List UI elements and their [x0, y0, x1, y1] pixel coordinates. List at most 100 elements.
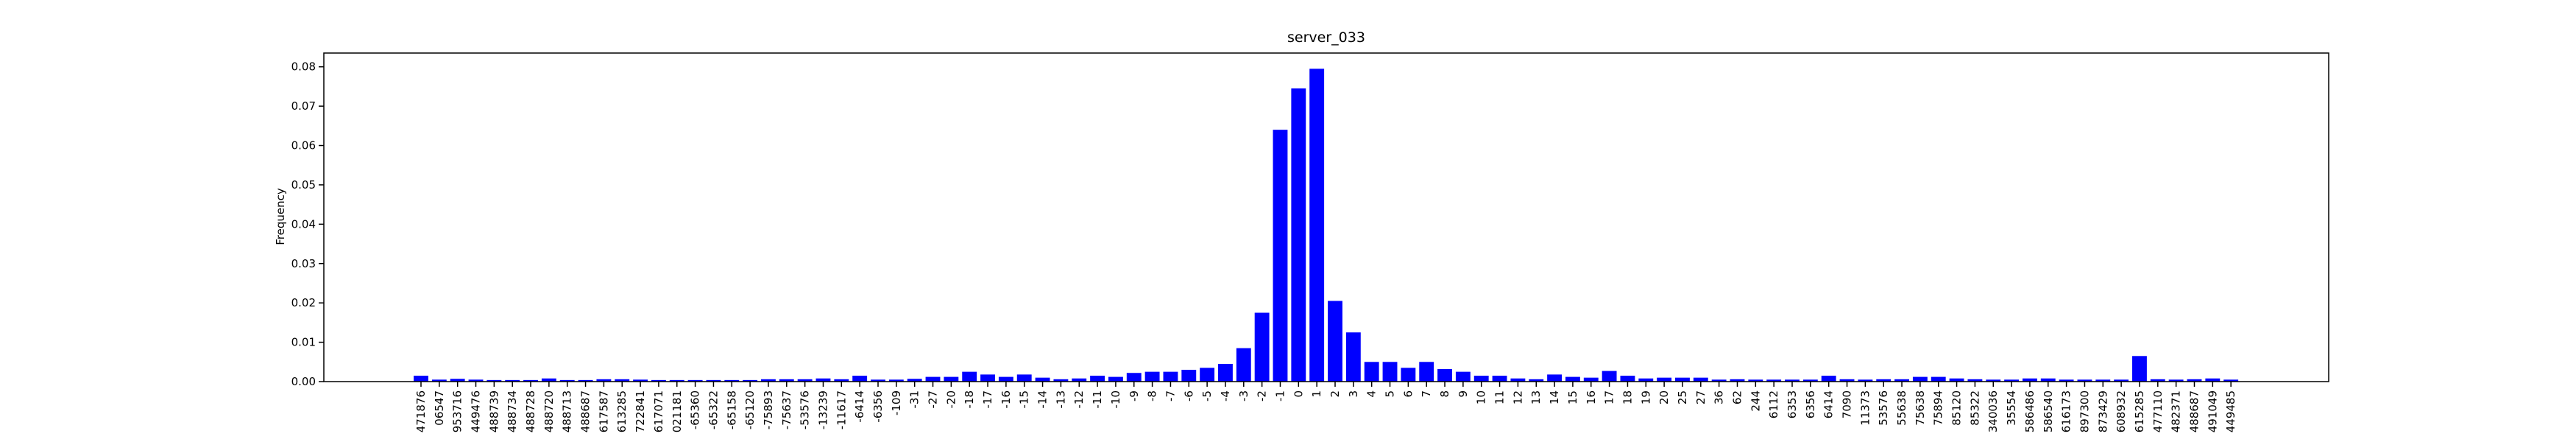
bar: [779, 379, 794, 382]
x-tick-label: 477110: [2151, 390, 2165, 432]
bar: [1144, 371, 1160, 382]
x-tick-label: 14: [1548, 390, 1561, 404]
x-tick-label: 482371: [2170, 390, 2183, 432]
x-tick-label: -17: [981, 390, 994, 409]
x-tick-label: -15: [1018, 390, 1031, 409]
x-tick-label: 7: [1420, 390, 1433, 398]
x-tick-label: 953716: [451, 390, 464, 432]
bar: [1163, 371, 1178, 382]
bar: [1620, 375, 1635, 382]
x-tick-label: -13239: [816, 390, 829, 429]
bar: [1309, 69, 1325, 382]
x-tick-label: 488687: [579, 390, 592, 432]
x-tick-label: -13: [1054, 390, 1067, 409]
bar: [852, 375, 868, 382]
x-tick-label: 12: [1511, 390, 1524, 404]
bar: [2059, 379, 2074, 382]
y-tick-label: 0.03: [291, 257, 316, 270]
x-tick-label: -11: [1091, 390, 1104, 409]
x-tick-label: 11373: [1858, 390, 1872, 426]
x-tick-label: 488728: [524, 390, 537, 432]
bar: [1693, 377, 1708, 382]
bar: [944, 376, 959, 382]
x-tick-label: -20: [944, 390, 958, 409]
bar: [1638, 378, 1654, 382]
x-tick-label: 1: [1310, 390, 1323, 398]
bar: [1894, 379, 1909, 382]
x-tick-label: 55638: [1895, 390, 1908, 426]
bar: [1602, 371, 1617, 382]
x-tick-label: 75638: [1914, 390, 1927, 426]
bar: [1876, 379, 1892, 382]
bar: [1035, 377, 1050, 382]
x-tick-label: 16: [1585, 390, 1598, 404]
bar: [2077, 379, 2092, 382]
plot-frame: [323, 52, 2329, 382]
bar: [2168, 379, 2184, 382]
bar: [1328, 301, 1342, 382]
bar: [1565, 376, 1580, 382]
x-tick-label: 244: [1749, 390, 1762, 412]
bar: [1218, 363, 1233, 382]
bar: [1711, 379, 1727, 382]
x-tick-label: -75893: [762, 390, 775, 429]
x-tick-label: -11617: [835, 390, 848, 429]
bar: [980, 374, 995, 382]
bar: [1053, 379, 1069, 382]
x-tick-label: -3: [1237, 390, 1250, 401]
bar: [962, 371, 977, 382]
x-tick-label: 340036: [1986, 390, 2000, 432]
x-tick-label: 488739: [487, 390, 500, 432]
chart-title: server_033: [1287, 29, 1365, 46]
x-tick-label: 488720: [542, 390, 556, 432]
x-tick-label: 6112: [1767, 390, 1780, 418]
x-tick-label: 7090: [1841, 390, 1854, 418]
bar: [706, 379, 721, 382]
x-tick-label: -14: [1036, 390, 1050, 409]
bar: [1200, 368, 1215, 382]
y-tick-label: 0.04: [291, 217, 316, 231]
x-tick-label: -12: [1072, 390, 1086, 409]
x-tick-label: 615285: [2133, 390, 2146, 432]
bar: [1108, 376, 1123, 382]
x-tick-label: 873429: [2096, 390, 2109, 432]
x-tick-label: 608932: [2115, 390, 2128, 432]
x-tick-label: 85322: [1968, 390, 1981, 426]
x-tick-label: 75894: [1932, 390, 1945, 426]
bar: [1364, 362, 1379, 382]
bar: [1345, 332, 1361, 382]
bar: [1821, 375, 1836, 382]
x-tick-label: -75637: [780, 390, 793, 429]
x-tick-label: 586540: [2042, 390, 2055, 432]
x-tick-label: 15: [1566, 390, 1579, 404]
x-tick-label: 2: [1328, 390, 1342, 398]
bar: [486, 379, 502, 382]
bar: [1401, 368, 1416, 382]
x-tick-label: -31: [908, 390, 921, 409]
bar: [615, 379, 630, 382]
bar: [815, 378, 831, 382]
x-tick-label: -7: [1164, 390, 1177, 401]
x-tick-label: 0: [1292, 390, 1305, 398]
bar: [1126, 373, 1142, 382]
x-tick-label: 10: [1475, 390, 1488, 404]
bar: [2095, 379, 2111, 382]
bar: [468, 379, 484, 382]
bar: [578, 379, 593, 382]
x-tick-label: 897300: [2078, 390, 2091, 432]
bar: [1748, 379, 1763, 382]
y-tick-label: 0.06: [291, 139, 316, 152]
x-tick-label: 613285: [615, 390, 629, 432]
bar: [1492, 375, 1507, 382]
x-tick-label: 5: [1384, 390, 1397, 398]
bar: [1547, 374, 1563, 382]
bar: [1072, 378, 1087, 382]
x-tick-label: -16: [999, 390, 1013, 409]
bar: [2205, 378, 2221, 382]
x-tick-label: 488734: [506, 390, 519, 432]
x-tick-label: 20: [1657, 390, 1671, 404]
bar: [998, 376, 1013, 382]
x-tick-label: -65158: [725, 390, 738, 429]
bar: [1419, 362, 1434, 382]
